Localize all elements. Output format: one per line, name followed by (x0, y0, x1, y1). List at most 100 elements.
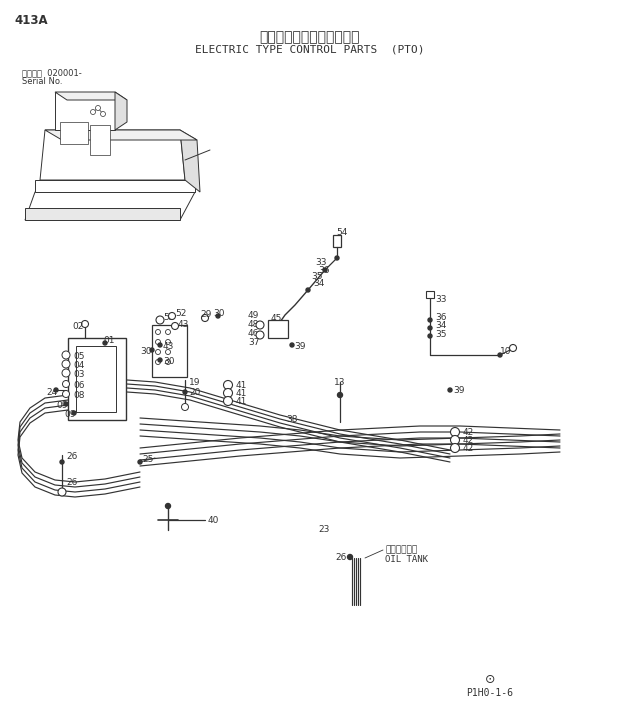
Polygon shape (40, 130, 185, 180)
Text: 34: 34 (313, 279, 324, 288)
Text: 49: 49 (248, 311, 259, 320)
Bar (76, 346, 116, 412)
Text: 19: 19 (189, 378, 200, 387)
Circle shape (306, 288, 310, 292)
Circle shape (54, 388, 58, 392)
Text: Serial No.: Serial No. (22, 77, 63, 86)
Circle shape (498, 353, 502, 357)
Text: 48: 48 (248, 320, 259, 329)
Polygon shape (35, 180, 195, 192)
Circle shape (256, 321, 264, 329)
Bar (68, 338, 126, 420)
Circle shape (223, 389, 232, 397)
Text: オイルタンク: オイルタンク (385, 545, 417, 554)
Text: 01: 01 (103, 336, 115, 345)
Circle shape (62, 360, 70, 368)
Text: 42: 42 (463, 428, 474, 437)
Circle shape (150, 348, 154, 352)
Text: 26: 26 (66, 452, 78, 461)
Text: 13: 13 (334, 378, 345, 387)
Text: 10: 10 (500, 347, 511, 356)
Text: 33: 33 (315, 258, 327, 267)
Circle shape (95, 106, 100, 111)
Circle shape (202, 314, 208, 321)
Text: 09: 09 (56, 401, 68, 410)
Circle shape (63, 390, 69, 397)
Text: 24: 24 (46, 388, 57, 397)
Polygon shape (55, 92, 115, 130)
Bar (60, 122, 88, 144)
Circle shape (428, 334, 432, 338)
Circle shape (290, 343, 294, 347)
Circle shape (156, 350, 161, 355)
Circle shape (256, 331, 264, 339)
Text: P1H0-1-6: P1H0-1-6 (466, 688, 513, 698)
Circle shape (428, 318, 432, 322)
Text: 41: 41 (236, 397, 247, 406)
Circle shape (428, 326, 432, 330)
Text: 45: 45 (271, 314, 282, 323)
Bar (152, 325, 187, 377)
Polygon shape (55, 92, 127, 100)
Circle shape (103, 341, 107, 345)
Circle shape (182, 403, 188, 411)
Circle shape (166, 503, 171, 508)
Circle shape (156, 329, 161, 334)
Text: 34: 34 (435, 321, 446, 330)
Bar (426, 291, 434, 298)
Circle shape (166, 340, 171, 345)
Circle shape (172, 322, 179, 329)
Text: 23: 23 (318, 525, 329, 534)
Circle shape (81, 321, 89, 327)
Text: ELECTRIC TYPE CONTROL PARTS  (PTO): ELECTRIC TYPE CONTROL PARTS (PTO) (195, 45, 425, 55)
Polygon shape (25, 192, 195, 220)
Text: 25: 25 (142, 455, 153, 464)
Text: 36: 36 (435, 313, 446, 322)
Text: 40: 40 (208, 516, 219, 525)
Circle shape (347, 555, 353, 560)
Text: 06: 06 (73, 381, 84, 390)
Circle shape (323, 268, 327, 272)
Circle shape (158, 358, 162, 362)
Circle shape (138, 460, 142, 464)
Circle shape (183, 390, 187, 394)
Text: 41: 41 (236, 389, 247, 398)
Circle shape (166, 360, 171, 364)
Circle shape (451, 444, 459, 452)
Text: 413A: 413A (14, 14, 48, 27)
Text: 電気式操作用品（ＰＴＯ）: 電気式操作用品（ＰＴＯ） (260, 30, 360, 44)
Polygon shape (180, 130, 200, 192)
Text: OIL TANK: OIL TANK (385, 555, 428, 564)
Polygon shape (25, 208, 180, 220)
Text: 43: 43 (163, 342, 174, 351)
Circle shape (62, 351, 70, 359)
Circle shape (64, 402, 68, 406)
Polygon shape (45, 130, 197, 140)
Text: 52: 52 (163, 313, 174, 322)
Text: 54: 54 (336, 228, 347, 237)
Circle shape (91, 109, 95, 114)
Text: 39: 39 (453, 386, 464, 395)
Text: 33: 33 (435, 295, 446, 304)
Text: ⊙: ⊙ (485, 673, 495, 686)
Circle shape (169, 313, 175, 319)
Bar (333, 235, 341, 247)
Text: 02: 02 (72, 322, 83, 331)
Text: 42: 42 (463, 444, 474, 453)
Circle shape (223, 397, 232, 405)
Text: 37: 37 (248, 338, 260, 347)
Text: 09: 09 (64, 410, 76, 419)
Text: 46: 46 (248, 329, 259, 338)
Text: 通用号機  020001-: 通用号機 020001- (22, 68, 82, 77)
Text: 20: 20 (189, 388, 200, 397)
Circle shape (158, 343, 162, 347)
Circle shape (62, 369, 70, 377)
Circle shape (451, 427, 459, 437)
Circle shape (156, 360, 161, 364)
Circle shape (335, 256, 339, 260)
Text: 05: 05 (73, 352, 84, 361)
Circle shape (166, 350, 171, 355)
Text: 39: 39 (294, 342, 306, 351)
Circle shape (100, 111, 105, 117)
Text: 30: 30 (213, 309, 224, 318)
